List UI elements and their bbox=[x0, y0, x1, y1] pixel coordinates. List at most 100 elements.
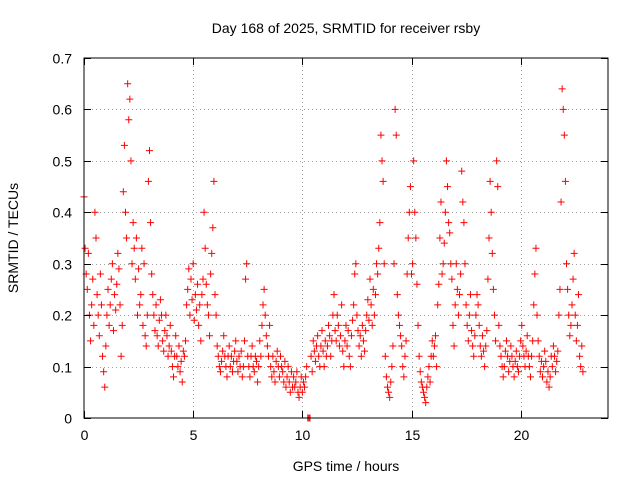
data-point bbox=[428, 337, 436, 345]
data-point bbox=[293, 368, 301, 376]
data-point bbox=[514, 368, 522, 376]
data-point bbox=[290, 373, 298, 381]
data-point bbox=[454, 311, 462, 319]
data-point bbox=[425, 363, 433, 371]
data-point bbox=[465, 311, 473, 319]
data-point bbox=[365, 316, 373, 324]
data-point bbox=[446, 229, 454, 237]
data-point bbox=[173, 352, 181, 360]
data-point bbox=[320, 363, 328, 371]
x-tick-label: 20 bbox=[514, 427, 530, 443]
data-point bbox=[319, 347, 327, 355]
data-point bbox=[303, 363, 311, 371]
data-point bbox=[393, 291, 401, 299]
data-point bbox=[351, 270, 359, 278]
data-point bbox=[545, 383, 553, 391]
data-point bbox=[535, 352, 543, 360]
data-point bbox=[391, 105, 399, 113]
data-point bbox=[144, 177, 152, 185]
data-point bbox=[399, 363, 407, 371]
data-point bbox=[513, 363, 521, 371]
data-point bbox=[170, 373, 178, 381]
data-point bbox=[478, 332, 486, 340]
data-point bbox=[190, 316, 198, 324]
data-point bbox=[434, 301, 442, 309]
data-point bbox=[338, 301, 346, 309]
data-point bbox=[301, 383, 309, 391]
data-point bbox=[150, 311, 158, 319]
data-point bbox=[112, 306, 120, 314]
data-point bbox=[260, 285, 268, 293]
data-point bbox=[184, 285, 192, 293]
data-point bbox=[390, 260, 398, 268]
data-point bbox=[273, 347, 281, 355]
data-point bbox=[213, 342, 221, 350]
data-point bbox=[546, 373, 554, 381]
data-point bbox=[187, 275, 195, 283]
data-point bbox=[272, 357, 280, 365]
data-point bbox=[433, 363, 441, 371]
data-point bbox=[285, 378, 293, 386]
data-point bbox=[426, 378, 434, 386]
data-point bbox=[420, 388, 428, 396]
data-point bbox=[469, 342, 477, 350]
data-point bbox=[277, 352, 284, 360]
data-point bbox=[281, 357, 289, 365]
data-point bbox=[238, 373, 246, 381]
data-point bbox=[379, 177, 387, 185]
data-point bbox=[486, 177, 494, 185]
plot-frame bbox=[83, 57, 609, 419]
data-point bbox=[442, 157, 450, 165]
data-point bbox=[440, 239, 448, 247]
data-point bbox=[84, 249, 92, 257]
data-point bbox=[180, 352, 188, 360]
y-tick-label: 0.7 bbox=[53, 51, 73, 67]
data-point bbox=[262, 332, 270, 340]
data-point bbox=[458, 167, 466, 175]
data-point bbox=[174, 363, 182, 371]
data-point bbox=[332, 337, 340, 345]
data-point bbox=[117, 352, 125, 360]
data-point bbox=[567, 321, 575, 329]
data-point bbox=[160, 347, 168, 355]
data-point bbox=[108, 260, 116, 268]
data-point bbox=[308, 368, 316, 376]
data-point bbox=[564, 285, 572, 293]
data-point bbox=[314, 332, 322, 340]
data-point bbox=[415, 352, 423, 360]
chart-title: Day 168 of 2025, SRMTID for receiver rsb… bbox=[212, 20, 480, 36]
data-point bbox=[362, 327, 370, 335]
data-point bbox=[485, 234, 493, 242]
data-point bbox=[315, 352, 323, 360]
data-point bbox=[210, 177, 218, 185]
data-point bbox=[553, 357, 561, 365]
data-point bbox=[409, 260, 417, 268]
data-point bbox=[307, 352, 315, 360]
data-point bbox=[113, 280, 121, 288]
data-point bbox=[234, 368, 242, 376]
data-point bbox=[286, 388, 294, 396]
data-point bbox=[397, 332, 405, 340]
data-point bbox=[182, 337, 190, 345]
data-point bbox=[352, 260, 360, 268]
data-point bbox=[177, 357, 185, 365]
data-point bbox=[561, 177, 569, 185]
data-point bbox=[474, 301, 482, 309]
data-point bbox=[386, 393, 394, 401]
data-point bbox=[489, 285, 497, 293]
data-point bbox=[126, 95, 134, 103]
data-point bbox=[209, 224, 217, 232]
data-point bbox=[398, 342, 406, 350]
data-point bbox=[231, 347, 239, 355]
axis-ticks: 0 0.1 0.2 0.3 0.4 0.5 0.6 0.7 0 5 10 15 20 bbox=[53, 51, 608, 443]
data-point bbox=[102, 342, 110, 350]
data-point bbox=[401, 352, 409, 360]
data-point bbox=[534, 337, 542, 345]
data-point bbox=[449, 321, 457, 329]
data-point bbox=[140, 260, 148, 268]
data-point bbox=[278, 363, 286, 371]
data-point bbox=[334, 321, 342, 329]
data-point bbox=[81, 244, 89, 252]
data-point bbox=[185, 265, 193, 273]
data-point bbox=[389, 342, 397, 350]
